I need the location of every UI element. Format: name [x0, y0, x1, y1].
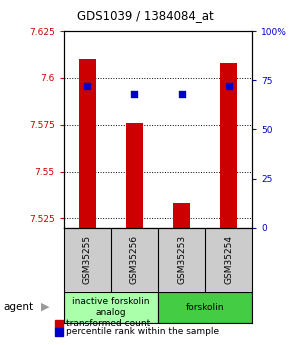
- Text: transformed count: transformed count: [66, 319, 151, 328]
- Text: GSM35256: GSM35256: [130, 235, 139, 284]
- Bar: [173, 203, 190, 228]
- Point: [132, 91, 137, 97]
- Bar: [220, 63, 237, 228]
- Bar: [79, 59, 96, 228]
- Text: inactive forskolin
analog: inactive forskolin analog: [72, 297, 150, 317]
- Point: [85, 83, 90, 89]
- Bar: [158, 292, 252, 323]
- Bar: [126, 123, 143, 228]
- Text: ▶: ▶: [41, 302, 49, 312]
- Text: forskolin: forskolin: [186, 303, 224, 312]
- Text: agent: agent: [3, 302, 33, 312]
- Point: [179, 91, 184, 97]
- Text: GSM35254: GSM35254: [224, 235, 233, 284]
- Text: GSM35253: GSM35253: [177, 235, 186, 284]
- Text: percentile rank within the sample: percentile rank within the sample: [66, 327, 219, 336]
- Point: [226, 83, 231, 89]
- Bar: [64, 292, 158, 323]
- Text: GDS1039 / 1384084_at: GDS1039 / 1384084_at: [77, 9, 213, 22]
- Text: GSM35255: GSM35255: [83, 235, 92, 284]
